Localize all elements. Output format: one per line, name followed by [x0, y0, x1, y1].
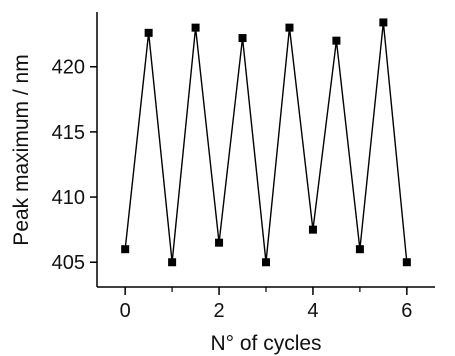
data-point-9: [332, 36, 341, 45]
data-point-0: [121, 245, 130, 254]
y-axis-label: Peak maximum / nm: [10, 54, 33, 245]
x-tick-label: 0: [120, 300, 131, 322]
data-point-12: [402, 258, 411, 267]
data-point-11: [379, 18, 388, 27]
data-point-3: [191, 23, 200, 32]
y-axis-ticks: 405 410 415 420: [52, 57, 97, 274]
series-markers-group: [121, 18, 411, 267]
y-tick-label: 415: [52, 122, 85, 144]
data-point-5: [238, 34, 247, 43]
x-tick-label: 6: [401, 300, 412, 322]
data-point-10: [355, 245, 364, 254]
x-axis-label: N° of cycles: [210, 332, 321, 355]
data-point-7: [285, 23, 294, 32]
series-line: [124, 22, 408, 263]
data-point-4: [215, 238, 224, 247]
data-point-2: [168, 258, 177, 267]
y-tick-label: 410: [52, 187, 85, 209]
x-axis-ticks: 0 2 4 6: [120, 287, 412, 322]
y-tick-label: 405: [52, 252, 85, 274]
x-tick-label: 4: [307, 300, 318, 322]
y-tick-label: 420: [52, 57, 85, 79]
data-point-1: [144, 28, 153, 37]
data-point-6: [262, 258, 270, 267]
series-line-group: [124, 22, 408, 263]
x-tick-label: 2: [213, 300, 224, 322]
data-point-8: [308, 225, 317, 234]
